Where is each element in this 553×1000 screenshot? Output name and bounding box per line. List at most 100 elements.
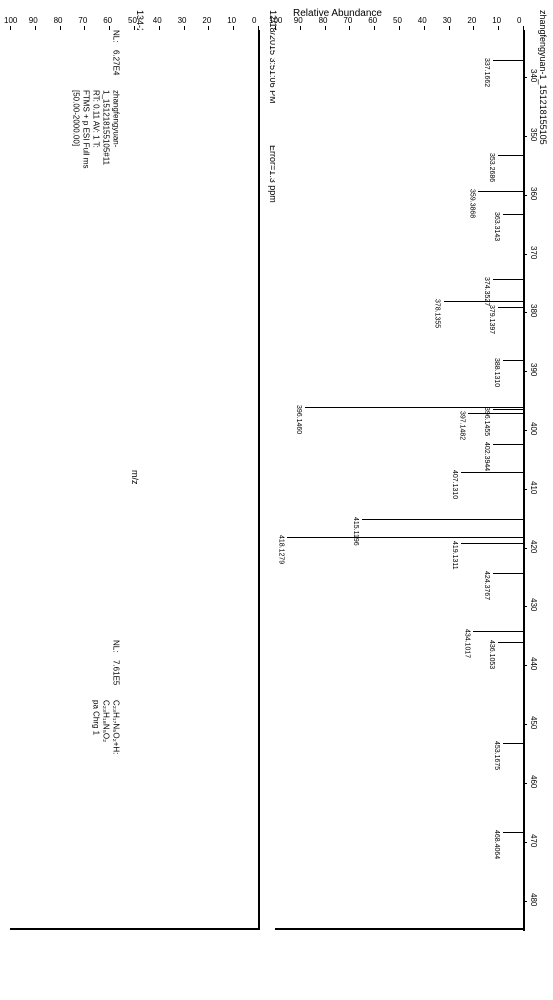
xtick-label: 340 [529,69,538,82]
peak-label: 396.1455 [483,407,490,436]
bottom-meta-l1: C₂₃H₁₈N₅O₂ [100,700,110,742]
xtick [523,430,527,431]
xtick-minor [523,283,525,284]
xtick-minor [523,659,525,660]
ytick [424,26,425,30]
xtick-minor [523,301,525,302]
xtick-label: 410 [529,481,538,494]
xtick-minor [523,389,525,390]
xtick-label: 460 [529,775,538,788]
xtick-minor [523,789,525,790]
ytick [134,26,135,30]
spectrum-peak [305,407,523,408]
xtick-minor [523,336,525,337]
ytick-label: 10 [227,16,236,25]
xtick-label: 470 [529,834,538,847]
xtick-minor [523,306,525,307]
xtick-minor [523,601,525,602]
top-meta-l0: zhangfengyuan- [110,90,120,147]
xtick-minor [523,689,525,690]
xtick-minor [523,583,525,584]
xtick-minor [523,677,525,678]
xtick-minor [523,365,525,366]
xtick [523,606,527,607]
xtick-minor [523,471,525,472]
xtick-minor [523,595,525,596]
xtick-minor [523,277,525,278]
xtick-minor [523,748,525,749]
spectrum-peak [478,191,523,192]
xtick-minor [523,801,525,802]
ytick [473,26,474,30]
peak-label: 419.1311 [451,541,458,570]
top-xaxis [275,928,525,930]
xtick-minor [523,648,525,649]
xtick [523,77,527,78]
xtick-label: 450 [529,716,538,729]
top-meta-l2: RT: 0.11 AV: 1 T: [90,90,100,148]
xtick-minor [523,524,525,525]
xtick-minor [523,124,525,125]
ytick-label: 30 [178,16,187,25]
spectrum-peak [498,307,523,308]
xtick-minor [523,518,525,519]
xtick-minor [523,683,525,684]
xtick-minor [523,877,525,878]
xtick-minor [523,506,525,507]
xtick-minor [523,795,525,796]
xtick-minor [523,559,525,560]
xtick-minor [523,759,525,760]
xtick-minor [523,930,525,931]
spectrum-peak [287,537,523,538]
spectrum-peak [498,155,523,156]
xtick [523,665,527,666]
xtick-minor [523,330,525,331]
xtick-minor [523,477,525,478]
ytick [84,26,85,30]
xtick-minor [523,418,525,419]
spectrum-peak [444,301,523,302]
xtick-minor [523,236,525,237]
xtick-label: 430 [529,598,538,611]
xtick-minor [523,189,525,190]
ytick-label: 90 [294,16,303,25]
ytick [374,26,375,30]
xtick-minor [523,624,525,625]
ytick [325,26,326,30]
peak-label: 396.1460 [295,405,302,434]
xtick [523,489,527,490]
spectrum-peak [461,543,523,544]
xtick-minor [523,830,525,831]
xtick-minor [523,265,525,266]
peak-label: 415.1196 [352,517,359,546]
xtick-minor [523,706,525,707]
xtick-minor [523,765,525,766]
ytick-label: 50 [393,16,402,25]
ytick [159,26,160,30]
spectrum-peak [362,519,523,520]
xtick-label: 420 [529,540,538,553]
xtick-minor [523,771,525,772]
xtick-minor [523,224,525,225]
spectrum-peak [503,832,523,833]
ytick-label: 100 [4,16,17,25]
ytick [349,26,350,30]
xtick-minor [523,895,525,896]
xtick-minor [523,630,525,631]
peak-label: 407.1310 [451,470,458,499]
xtick-minor [523,818,525,819]
xtick-minor [523,206,525,207]
xtick-minor [523,359,525,360]
xtick-minor [523,395,525,396]
ytick [10,26,11,30]
ytick-label: 50 [128,16,137,25]
xtick-minor [523,342,525,343]
spectrum-peak [473,631,523,632]
xtick-minor [523,812,525,813]
xtick-minor [523,148,525,149]
peak-label: 436.1053 [488,640,495,669]
xtick-minor [523,377,525,378]
spectrum-peak [498,642,523,643]
xtick-minor [523,718,525,719]
xtick-minor [523,271,525,272]
